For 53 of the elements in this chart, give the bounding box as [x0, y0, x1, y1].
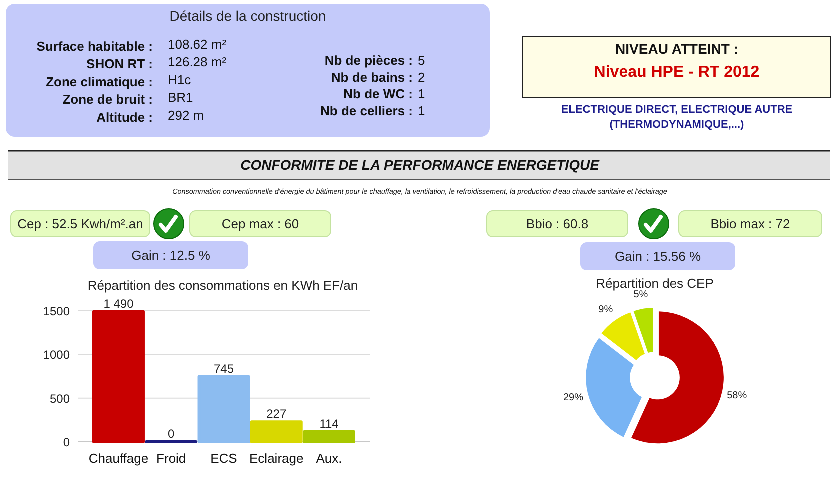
- text: 2: [418, 70, 426, 85]
- text: Cep : 52.5 Kwh/m².an: [18, 216, 144, 232]
- data-label: 114: [320, 417, 340, 432]
- text: Nb de celliers :: [320, 103, 413, 118]
- x-tick-label: Eclairage: [250, 451, 304, 466]
- text: Gain : 12.5 %: [132, 248, 211, 263]
- text: Altitude :: [96, 110, 153, 125]
- y-tick-label: 1500: [43, 304, 70, 318]
- text: Bbio : 60.8: [526, 216, 589, 232]
- text: H1c: [168, 72, 192, 88]
- bar: [303, 430, 356, 444]
- text: Nb de bains :: [331, 70, 413, 85]
- text: 1: [418, 86, 426, 102]
- x-tick-label: ECS: [210, 451, 238, 466]
- text: CONFORMITE DE LA PERFORMANCE ENERGETIQUE: [240, 157, 600, 173]
- data-label: 1 490: [104, 296, 134, 311]
- text: BR1: [168, 90, 194, 106]
- chart-title: Répartition des CEP: [596, 276, 714, 291]
- text: Surface habitable :: [36, 39, 153, 54]
- text: ELECTRIQUE DIRECT, ELECTRIQUE AUTRE (THERMODYNAMIQUE,...): [561, 104, 793, 131]
- text: Cep max : 60: [222, 216, 300, 232]
- text: 5: [418, 53, 426, 68]
- text: 292 m: [168, 108, 204, 123]
- bar: [92, 310, 145, 444]
- text: NIVEAU ATTEINT :: [616, 41, 738, 57]
- data-label: 5%: [634, 290, 648, 301]
- x-tick-label: Chauffage: [88, 451, 149, 466]
- text: Gain : 15.56 %: [615, 249, 702, 264]
- data-label: 745: [214, 362, 234, 376]
- x-tick-label: Aux.: [316, 451, 342, 466]
- bar: [250, 420, 303, 444]
- y-tick-label: 1000: [43, 348, 70, 362]
- text: Zone de bruit :: [62, 92, 153, 108]
- x-tick-label: Froid: [156, 451, 186, 466]
- text: Zone climatique :: [46, 74, 153, 90]
- data-label: 227: [266, 407, 287, 422]
- text: SHON RT :: [86, 56, 153, 72]
- data-label: 9%: [598, 304, 614, 316]
- text: Nb de WC :: [344, 86, 413, 102]
- text: 1: [418, 103, 426, 118]
- chart-title: Répartition des consommations en KWh EF/an: [88, 278, 358, 293]
- y-tick-label: 500: [50, 392, 70, 406]
- text: 108.62 m²: [168, 37, 228, 52]
- text: 126.28 m²: [168, 54, 228, 70]
- data-label: 0: [168, 427, 176, 441]
- text: Détails de la construction: [170, 8, 326, 24]
- text: Bbio max : 72: [710, 216, 790, 232]
- data-label: 29%: [563, 392, 584, 404]
- y-tick-label: 0: [63, 436, 70, 450]
- data-label: 58%: [727, 390, 748, 402]
- bar: [198, 375, 250, 444]
- text: Niveau HPE - RT 2012: [594, 64, 760, 81]
- text: Nb de pièces :: [324, 53, 413, 68]
